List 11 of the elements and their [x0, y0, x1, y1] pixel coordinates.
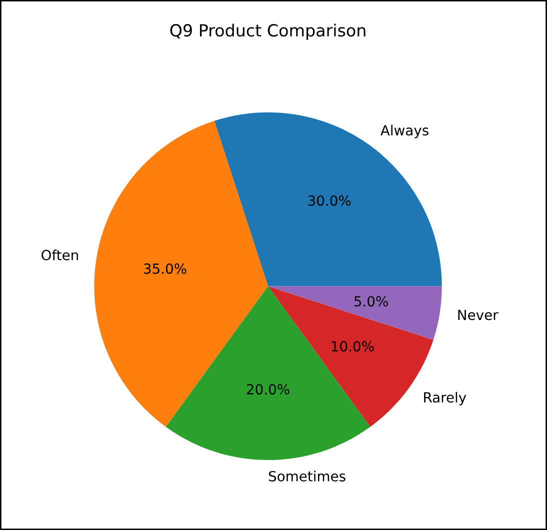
data-label: 5.0% — [354, 296, 388, 307]
data-label: 35.0% — [144, 263, 186, 274]
data-label: 30.0% — [308, 195, 351, 206]
slice-label: Rarely — [424, 392, 466, 406]
data-label: 20.0% — [246, 384, 290, 395]
slice-label: Never — [458, 310, 498, 320]
slice-label: Always — [380, 124, 428, 138]
chart-title: Q9 Product Comparison — [170, 24, 366, 40]
slice-label: Sometimes — [268, 470, 346, 482]
slice-label: Often — [42, 250, 78, 260]
data-label: 10.0% — [332, 341, 374, 352]
